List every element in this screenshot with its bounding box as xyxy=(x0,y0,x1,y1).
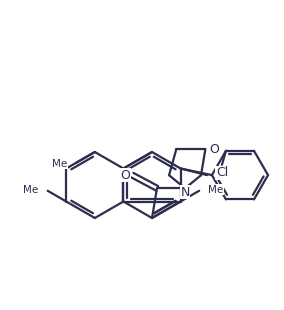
Text: N: N xyxy=(180,186,190,199)
Text: O: O xyxy=(120,169,130,182)
Text: Me: Me xyxy=(24,185,39,195)
Text: Cl: Cl xyxy=(216,166,228,179)
Text: Me: Me xyxy=(52,159,67,169)
Text: O: O xyxy=(209,143,219,156)
Text: Me: Me xyxy=(208,185,224,195)
